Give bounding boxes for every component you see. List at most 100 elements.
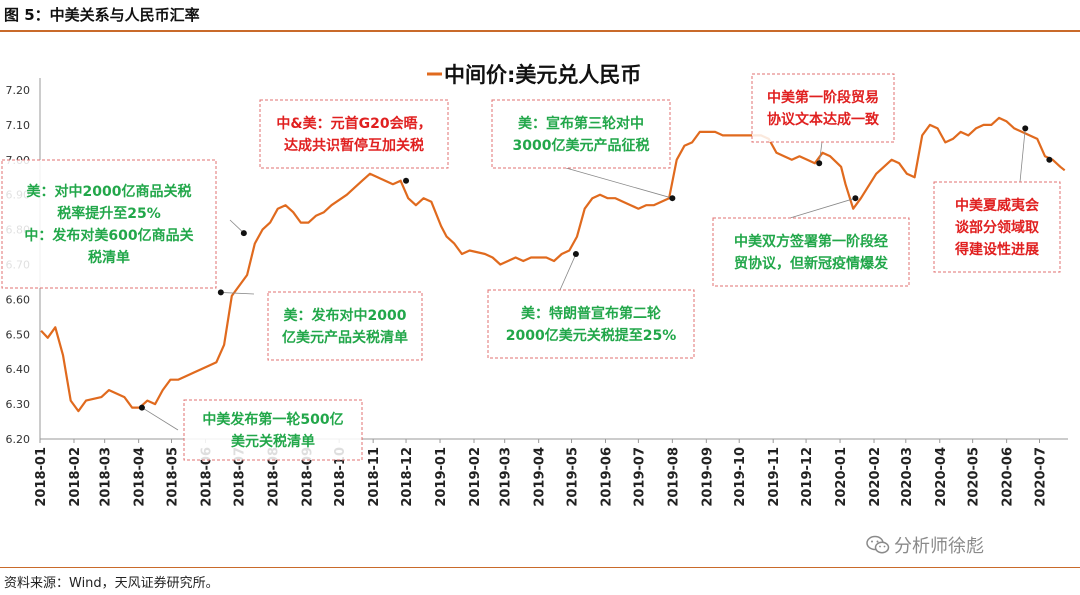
annotation-text: 得建设性进展	[954, 241, 1039, 258]
x-axis: 2018-01 2018-02 2018-03 2018-04 2018-05 2018-…	[34, 438, 1068, 507]
x-tick-label: 2020-03	[900, 447, 915, 507]
x-tick-label: 2019-08	[666, 447, 681, 507]
x-tick-label: 2018-07	[232, 447, 247, 507]
annotation-text: 美：发布对中2000	[284, 307, 407, 324]
annotation-text: 中美夏威夷会	[955, 197, 1040, 214]
x-tick-label: 2019-09	[700, 447, 715, 507]
annotation-text: 中：发布对美600亿商品关	[24, 227, 193, 244]
x-tick-label: 2019-03	[499, 447, 514, 507]
figure-header: 图 5：中美关系与人民币汇率	[0, 0, 1080, 30]
x-tick-label: 2018-01	[34, 447, 49, 507]
wechat-icon	[866, 535, 890, 554]
x-tick-label: 2018-06	[199, 447, 214, 507]
event-marker	[217, 289, 224, 296]
x-tick-label: 2020-05	[967, 447, 982, 507]
y-tick-label: 6.40	[6, 363, 31, 376]
x-tick-label: 2018-04	[133, 447, 148, 507]
annotation-leader	[818, 141, 823, 164]
annotation-text: 达成共识暂停互加关税	[284, 137, 424, 154]
y-tick-label: 7.20	[6, 84, 31, 97]
event-marker	[403, 177, 410, 184]
x-tick-label: 2019-05	[566, 447, 581, 507]
event-marker	[572, 251, 579, 258]
annotation-text: 税率提升至25%	[57, 205, 161, 222]
annotation-leader	[789, 197, 856, 219]
y-tick-label: 6.20	[6, 433, 31, 446]
annotation-box	[259, 99, 449, 169]
annotation-text: 亿美元产品关税清单	[282, 329, 408, 346]
watermark: 分析师徐彪	[866, 532, 984, 558]
source-note: 资料来源：Wind，天风证券研究所。	[4, 576, 219, 591]
annotation-box	[933, 181, 1061, 273]
annotation-leaders	[141, 128, 1026, 431]
annotation-callout: 美：特朗普宣布第二轮 2000亿美元关税提至25%	[487, 289, 695, 359]
y-tick-label: 6.60	[6, 293, 31, 306]
series-layer	[40, 116, 1066, 413]
annotation-leader	[220, 292, 255, 295]
annotation-text: 协议文本达成一致	[767, 111, 880, 128]
annotation-leader	[565, 167, 673, 199]
event-marker	[669, 195, 676, 202]
annotation-box	[712, 217, 910, 287]
y-tick-label: 7.10	[6, 119, 31, 132]
annotation-text: 中&美：元首G20会晤，	[276, 115, 431, 132]
annotation-callout: 美：宣布第三轮对中 3000亿美元产品征税	[491, 99, 671, 169]
x-tick-label: 2020-01	[834, 447, 849, 507]
series-line	[40, 116, 1066, 413]
event-marker	[240, 230, 247, 237]
event-markers	[138, 125, 1053, 411]
annotation-text: 中美双方签署第一阶段经	[734, 233, 888, 250]
y-tick-label: 6.30	[6, 398, 31, 411]
annotation-text: 美：特朗普宣布第二轮	[521, 305, 661, 322]
watermark-text: 分析师徐彪	[894, 536, 984, 557]
exchange-rate-line-chart: 6.206.306.406.506.606.706.806.907.007.10…	[1, 63, 1068, 507]
annotation-callout: 美：发布对中2000 亿美元产品关税清单	[267, 291, 423, 361]
bottom-divider	[0, 567, 1080, 568]
annotation-text: 贸协议，但新冠疫情爆发	[734, 255, 889, 272]
annotation-text: 中美发布第一轮500亿	[202, 411, 343, 428]
x-tick-label: 2018-09	[300, 447, 315, 507]
annotation-box	[751, 73, 895, 143]
x-tick-label: 2018-10	[333, 447, 348, 507]
event-marker	[1046, 156, 1053, 163]
annotation-leader	[141, 407, 179, 431]
event-marker	[1022, 125, 1029, 132]
x-tick-label: 2018-02	[68, 447, 83, 507]
x-tick-label: 2019-11	[767, 447, 782, 507]
annotation-text: 美：对中2000亿商品关税	[27, 183, 192, 200]
x-tick-label: 2018-12	[400, 447, 415, 507]
x-tick-label: 2019-07	[632, 447, 647, 507]
annotation-text: 谈部分领域取	[955, 219, 1040, 236]
legend-label: 中间价:美元兑人民币	[444, 63, 641, 87]
x-tick-label: 2020-02	[868, 447, 883, 507]
x-tick-label: 2019-01	[434, 447, 449, 507]
x-tick-label: 2019-04	[533, 447, 548, 507]
annotation-text: 3000亿美元产品征税	[513, 137, 650, 154]
annotation-box	[1, 159, 217, 289]
annotation-box	[183, 399, 363, 461]
annotation-text: 税清单	[88, 249, 130, 266]
annotation-text: 美元关税清单	[231, 433, 315, 450]
annotation-box	[267, 291, 423, 361]
x-tick-label: 2018-05	[166, 447, 181, 507]
event-marker	[852, 195, 859, 202]
annotation-callout: 中&美：元首G20会晤， 达成共识暂停互加关税	[259, 99, 449, 169]
x-tick-label: 2019-02	[468, 447, 483, 507]
annotation-box	[491, 99, 671, 169]
figure-title: 图 5：中美关系与人民币汇率	[4, 6, 200, 24]
x-tick-label: 2020-04	[934, 447, 949, 507]
annotation-box	[487, 289, 695, 359]
x-tick-label: 2020-07	[1034, 447, 1049, 507]
top-divider	[0, 30, 1080, 32]
event-marker	[816, 160, 823, 167]
x-tick-label: 2018-08	[266, 447, 281, 507]
x-tick-label: 2019-12	[800, 447, 815, 507]
annotation-text: 2000亿美元关税提至25%	[506, 327, 676, 344]
annotation-leader	[1019, 128, 1026, 183]
